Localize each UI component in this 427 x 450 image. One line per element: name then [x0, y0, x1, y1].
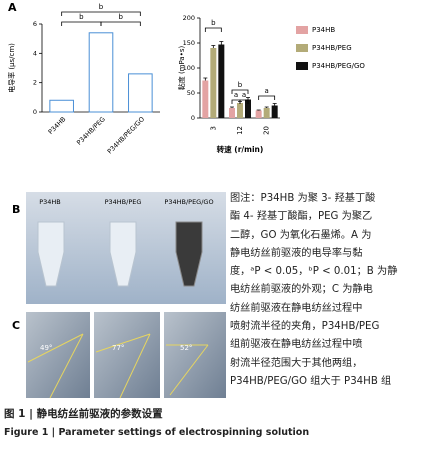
significance-label: b	[238, 81, 243, 89]
significance-bracket	[239, 99, 249, 104]
significance-label: b	[79, 13, 84, 21]
significance-label: b	[211, 19, 216, 27]
legend-swatch	[296, 44, 308, 52]
y-tick-label: 0	[33, 108, 37, 116]
legend-label: P34HB/PEG/GO	[312, 62, 365, 70]
angle-label: 77°	[112, 344, 124, 352]
significance-label: b	[118, 13, 123, 21]
caption-line: 度，ᵃP < 0.05，ᵇP < 0.01；B 为静	[230, 266, 398, 278]
caption-line: 酯 4- 羟基丁酸酯，PEG 为聚乙	[230, 211, 373, 223]
bar	[245, 99, 251, 118]
bar	[255, 110, 262, 118]
photo-c	[94, 312, 160, 398]
tube	[37, 221, 137, 287]
caption-line: 喷射流半径的夹角，P34HB/PEG	[230, 321, 380, 333]
bar	[202, 80, 209, 118]
significance-label: a	[265, 87, 269, 95]
error-bar	[211, 45, 216, 48]
angle-label: 52°	[180, 344, 192, 352]
significance-bracket	[258, 95, 276, 100]
bar	[210, 48, 217, 118]
y-tick-label: 4	[33, 49, 37, 57]
significance-label: b	[99, 3, 104, 11]
photo-label: P34HB/PEG/GO	[164, 198, 213, 206]
y-tick-label: 50	[187, 89, 195, 97]
caption-note: 图注：P34HB 为聚 3- 羟基丁酸酯 4- 羟基丁酸酯，PEG 为聚乙 二醇，…	[230, 190, 427, 391]
legend-label: P34HB/PEG	[312, 44, 352, 52]
error-bar	[272, 103, 277, 106]
panel-label: C	[12, 319, 20, 332]
caption-line: P34HB/PEG/GO 组大于 P34HB 组	[230, 375, 392, 387]
bar	[229, 108, 235, 118]
legend-swatch	[296, 62, 308, 70]
tube	[175, 221, 203, 287]
panel-label: A	[8, 1, 17, 14]
error-bar	[264, 106, 269, 108]
error-bar	[256, 109, 261, 111]
error-bar	[246, 97, 250, 100]
caption-line: 二醇，GO 为氧化石墨烯。A 为	[230, 229, 372, 241]
photo-c	[26, 312, 90, 398]
x-tick-label: P34HB/PEG	[75, 115, 107, 147]
photo-label: P34HB	[39, 198, 61, 206]
y-tick-label: 6	[33, 20, 37, 28]
caption-line: 纺丝前驱液在静电纺丝过程中	[230, 302, 363, 314]
caption-line: 射流半径范围大于其他两组，	[230, 357, 363, 369]
significance-bracket	[231, 89, 249, 94]
error-bar	[219, 41, 224, 45]
figure-title-en: Figure 1 | Parameter settings of electro…	[4, 427, 310, 438]
caption-line: 静电纺丝前驱液的电导率与黏	[230, 247, 363, 259]
photo-label: P34HB/PEG	[105, 198, 142, 206]
significance-label: a	[234, 91, 238, 99]
caption-line: 电纺丝前驱液的外观；C 为静电	[230, 284, 373, 296]
bar	[88, 32, 114, 113]
y-tick-label: 150	[183, 39, 195, 47]
y-tick-label: 100	[183, 64, 195, 72]
significance-label: a	[242, 91, 246, 99]
x-tick-label: 3	[209, 126, 217, 130]
y-axis-label: 黏度 (mPa•s)	[177, 45, 186, 90]
x-axis-label: 转速 (r/min)	[217, 144, 264, 154]
bar	[237, 103, 243, 118]
significance-bracket	[61, 11, 141, 16]
error-bar	[230, 106, 234, 108]
x-tick-label: 20	[263, 126, 271, 135]
significance-bracket	[61, 21, 102, 26]
significance-bracket	[204, 27, 222, 32]
y-tick-label: 200	[183, 14, 195, 22]
caption-line: 图注：P34HB 为聚 3- 羟基丁酸	[230, 193, 376, 204]
bar	[49, 99, 74, 113]
error-bar	[203, 77, 208, 81]
legend-swatch	[296, 26, 308, 34]
significance-bracket	[100, 21, 141, 26]
y-tick-label: 2	[33, 79, 37, 87]
y-axis-label: 电导率 (μs/cm)	[7, 43, 16, 93]
y-tick-label: 0	[191, 114, 195, 122]
x-tick-label: P34HB/PEG/GO	[106, 115, 146, 155]
panel-label: B	[12, 203, 20, 216]
angle-lines	[27, 333, 209, 399]
bar	[218, 44, 225, 118]
bar	[263, 108, 270, 118]
photo-c	[164, 312, 226, 398]
figure-title-cn: 图 1 | 静电纺丝前驱液的参数设置	[4, 408, 163, 420]
bar	[271, 105, 278, 118]
angle-label: 49°	[40, 344, 52, 352]
x-tick-label: P34HB	[47, 115, 68, 136]
x-tick-label: 12	[236, 126, 244, 135]
caption-line: 组前驱液在静电纺丝过程中喷	[230, 339, 363, 351]
bar	[128, 73, 153, 113]
legend-label: P34HB	[312, 26, 335, 34]
